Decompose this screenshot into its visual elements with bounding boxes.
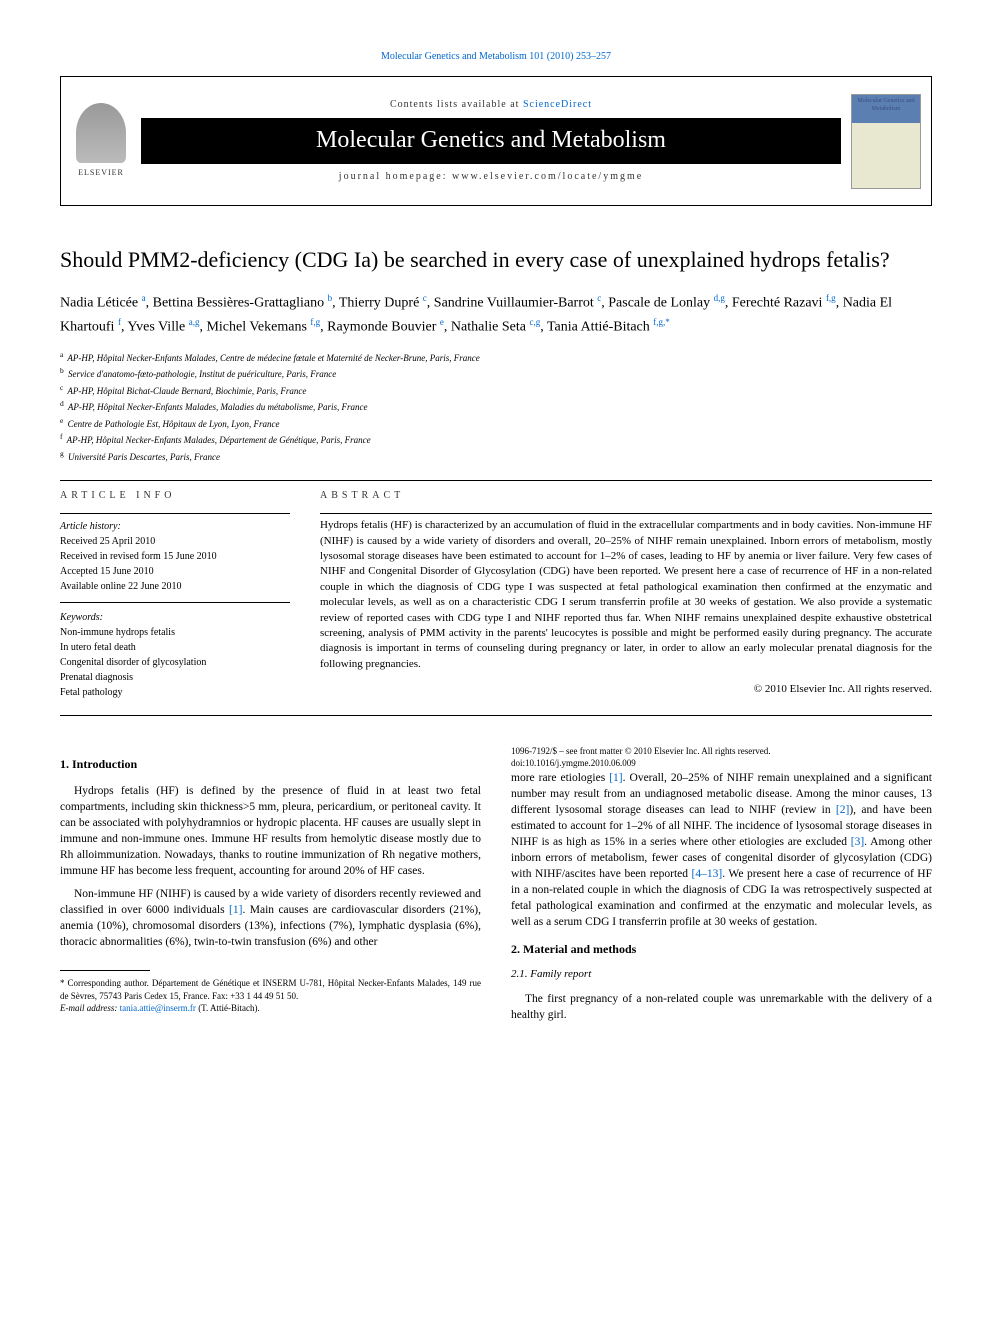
text: more rare etiologies (511, 772, 609, 784)
abstract-head: ABSTRACT (320, 489, 932, 503)
keyword: In utero fetal death (60, 641, 290, 655)
elsevier-label: ELSEVIER (78, 167, 124, 178)
methods-heading: 2. Material and methods (511, 941, 932, 958)
corresponding-author: * Corresponding author. Département de G… (60, 977, 481, 1002)
authors-list: Nadia Léticée a, Bettina Bessières-Gratt… (60, 291, 932, 339)
intro-heading: 1. Introduction (60, 756, 481, 773)
homepage-prefix: journal homepage: (339, 171, 452, 182)
reference-link[interactable]: [1] (229, 904, 242, 916)
front-matter: 1096-7192/$ – see front matter © 2010 El… (511, 746, 932, 769)
copyright-line: 1096-7192/$ – see front matter © 2010 El… (511, 746, 932, 758)
reference-link[interactable]: [4–13] (692, 868, 723, 880)
article-info-head: ARTICLE INFO (60, 489, 290, 503)
elsevier-tree-icon (76, 103, 126, 163)
footnotes: * Corresponding author. Département de G… (60, 977, 481, 1015)
intro-paragraph: Hydrops fetalis (HF) is defined by the p… (60, 783, 481, 880)
keywords-head: Keywords: (60, 611, 290, 625)
info-abstract-row: ARTICLE INFO Article history: Received 2… (60, 489, 932, 701)
page: Molecular Genetics and Metabolism 101 (2… (0, 0, 992, 1079)
email-suffix: (T. Attié-Bitach). (196, 1003, 260, 1013)
divider (60, 602, 290, 603)
accepted-date: Accepted 15 June 2010 (60, 565, 290, 579)
keyword: Congenital disorder of glycosylation (60, 656, 290, 670)
keywords-list: Non-immune hydrops fetalisIn utero fetal… (60, 626, 290, 700)
abstract-copyright: © 2010 Elsevier Inc. All rights reserved… (320, 682, 932, 697)
divider (60, 480, 932, 481)
keyword: Prenatal diagnosis (60, 671, 290, 685)
header-center: Contents lists available at ScienceDirec… (141, 77, 841, 205)
family-paragraph: The first pregnancy of a non-related cou… (511, 991, 932, 1023)
contents-line: Contents lists available at ScienceDirec… (390, 98, 592, 112)
journal-cover-thumb: Molecular Genetics and Metabolism (841, 77, 931, 205)
abstract: ABSTRACT Hydrops fetalis (HF) is charact… (320, 489, 932, 701)
intro-paragraph: Non-immune HF (NIHF) is caused by a wide… (60, 886, 481, 950)
affiliation: b Service d'anatomo-fœto-pathologie, Ins… (60, 365, 932, 382)
online-date: Available online 22 June 2010 (60, 580, 290, 594)
affiliation: d AP-HP, Hôpital Necker-Enfants Malades,… (60, 398, 932, 415)
article-title: Should PMM2-deficiency (CDG Ia) be searc… (60, 246, 932, 275)
homepage-url[interactable]: www.elsevier.com/locate/ymgme (452, 171, 643, 182)
journal-homepage: journal homepage: www.elsevier.com/locat… (339, 170, 643, 184)
journal-title: Molecular Genetics and Metabolism (141, 118, 841, 164)
revised-date: Received in revised form 15 June 2010 (60, 550, 290, 564)
cover-image: Molecular Genetics and Metabolism (851, 94, 921, 189)
abstract-text: Hydrops fetalis (HF) is characterized by… (320, 518, 932, 672)
history-head: Article history: (60, 520, 290, 534)
footnote-separator (60, 970, 150, 971)
family-heading: 2.1. Family report (511, 967, 932, 982)
affiliation: f AP-HP, Hôpital Necker-Enfants Malades,… (60, 431, 932, 448)
affiliation: a AP-HP, Hôpital Necker-Enfants Malades,… (60, 349, 932, 366)
email-link[interactable]: tania.attie@inserm.fr (120, 1003, 196, 1013)
contents-prefix: Contents lists available at (390, 99, 523, 110)
journal-header: ELSEVIER Contents lists available at Sci… (60, 76, 932, 206)
divider (60, 715, 932, 716)
article-info: ARTICLE INFO Article history: Received 2… (60, 489, 290, 701)
keyword: Non-immune hydrops fetalis (60, 626, 290, 640)
reference-link[interactable]: [1] (609, 772, 622, 784)
affiliation: g Université Paris Descartes, Paris, Fra… (60, 448, 932, 465)
elsevier-logo: ELSEVIER (61, 77, 141, 205)
reference-link[interactable]: [3] (851, 836, 864, 848)
body-columns: 1. Introduction Hydrops fetalis (HF) is … (60, 746, 932, 1029)
email-line: E-mail address: tania.attie@inserm.fr (T… (60, 1002, 481, 1015)
sciencedirect-link[interactable]: ScienceDirect (523, 99, 592, 110)
affiliation: e Centre de Pathologie Est, Hôpitaux de … (60, 415, 932, 432)
divider (320, 513, 932, 514)
received-date: Received 25 April 2010 (60, 535, 290, 549)
affiliation: c AP-HP, Hôpital Bichat-Claude Bernard, … (60, 382, 932, 399)
reference-link[interactable]: [2] (836, 804, 849, 816)
affiliations-list: a AP-HP, Hôpital Necker-Enfants Malades,… (60, 349, 932, 465)
keyword: Fetal pathology (60, 686, 290, 700)
email-label: E-mail address: (60, 1003, 120, 1013)
doi-line: doi:10.1016/j.ymgme.2010.06.009 (511, 758, 932, 770)
divider (60, 513, 290, 514)
journal-citation-link[interactable]: Molecular Genetics and Metabolism 101 (2… (60, 50, 932, 64)
intro-paragraph: more rare etiologies [1]. Overall, 20–25… (511, 770, 932, 931)
